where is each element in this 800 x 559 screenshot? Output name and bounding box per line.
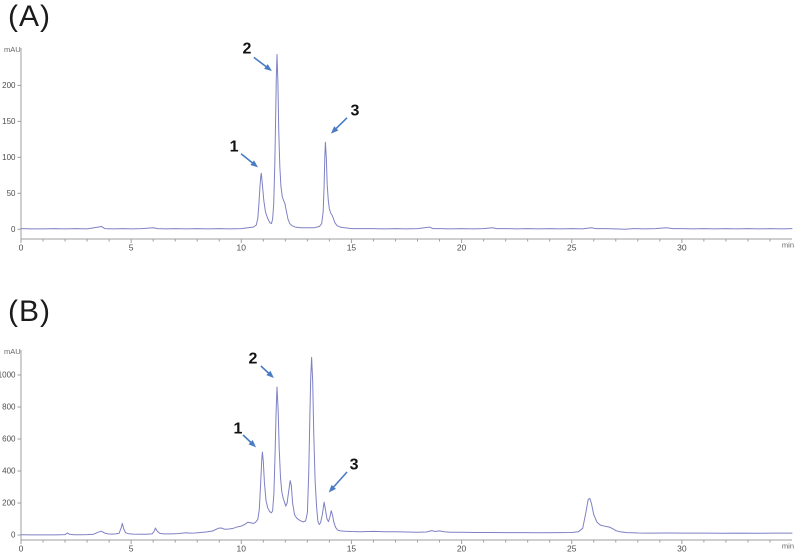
x-tick-label: 0 <box>19 544 24 554</box>
peak-arrowhead-1 <box>250 160 259 168</box>
y-tick-label: 50 <box>7 189 16 198</box>
peak-number-label-2: 2 <box>243 41 252 58</box>
peak-number-label-3: 3 <box>351 102 360 119</box>
peak-arrow-line-3 <box>331 471 348 490</box>
axis-lines <box>20 350 792 541</box>
peak-number-label-1: 1 <box>230 138 239 155</box>
peak-number-label-1: 1 <box>234 420 243 437</box>
x-tick-label: 20 <box>457 544 467 554</box>
peak-arrowhead-1 <box>248 439 257 448</box>
x-tick-label: 10 <box>237 243 247 253</box>
peak-arrow-line-1 <box>240 153 255 165</box>
x-tick-label: 30 <box>677 243 687 253</box>
panel-a-label: (A) <box>8 0 51 33</box>
y-tick-label: 0 <box>11 225 16 234</box>
chromatogram-b-plot: 0 200 400 600 800 1000 0 5 10 15 20 25 30 mAU min 1 2 3 <box>0 347 794 554</box>
x-axis-unit-label: min <box>782 241 794 250</box>
chromatogram-trace <box>20 54 793 230</box>
y-tick-label: 150 <box>2 117 16 126</box>
peak-number-label-3: 3 <box>350 456 359 473</box>
x-axis-unit-label: min <box>782 542 794 551</box>
x-tick-label: 25 <box>567 243 577 253</box>
axis-lines <box>20 48 792 240</box>
x-tick-label: 5 <box>129 243 134 253</box>
peak-arrowhead-3 <box>328 484 336 493</box>
x-tick-label: 10 <box>237 544 247 554</box>
y-tick-label: 0 <box>11 531 16 540</box>
x-tick-label: 20 <box>457 243 467 253</box>
peak-arrowhead-3 <box>330 126 339 134</box>
y-tick-label: 200 <box>2 81 16 90</box>
panel-b-label: (B) <box>8 295 51 328</box>
chromatogram-a-plot: 0 50 100 150 200 0 5 10 15 20 25 30 mAU min 1 2 3 <box>2 41 794 253</box>
peak-arrow-line-2 <box>253 56 269 69</box>
y-tick-label: 100 <box>2 153 16 162</box>
peak-arrowhead-2 <box>266 370 274 379</box>
peak-number-label-2: 2 <box>249 351 258 368</box>
x-tick-label: 0 <box>19 243 24 253</box>
x-tick-label: 5 <box>129 544 134 554</box>
y-tick-label: 200 <box>2 499 16 508</box>
peak-arrow-line-3 <box>333 117 348 131</box>
y-tick-label: 400 <box>2 467 16 476</box>
x-tick-label: 30 <box>677 544 687 554</box>
x-tick-label: 15 <box>347 243 357 253</box>
chromatogram-trace <box>20 356 793 536</box>
x-tick-label: 15 <box>347 544 357 554</box>
y-axis-unit-label: mAU <box>4 347 21 356</box>
y-tick-label: 800 <box>2 402 16 411</box>
y-tick-label: 600 <box>2 434 16 443</box>
y-axis-unit-label: mAU <box>4 45 21 54</box>
x-tick-label: 25 <box>567 544 577 554</box>
y-tick-label: 1000 <box>0 370 16 379</box>
peak-arrowhead-2 <box>264 64 272 72</box>
